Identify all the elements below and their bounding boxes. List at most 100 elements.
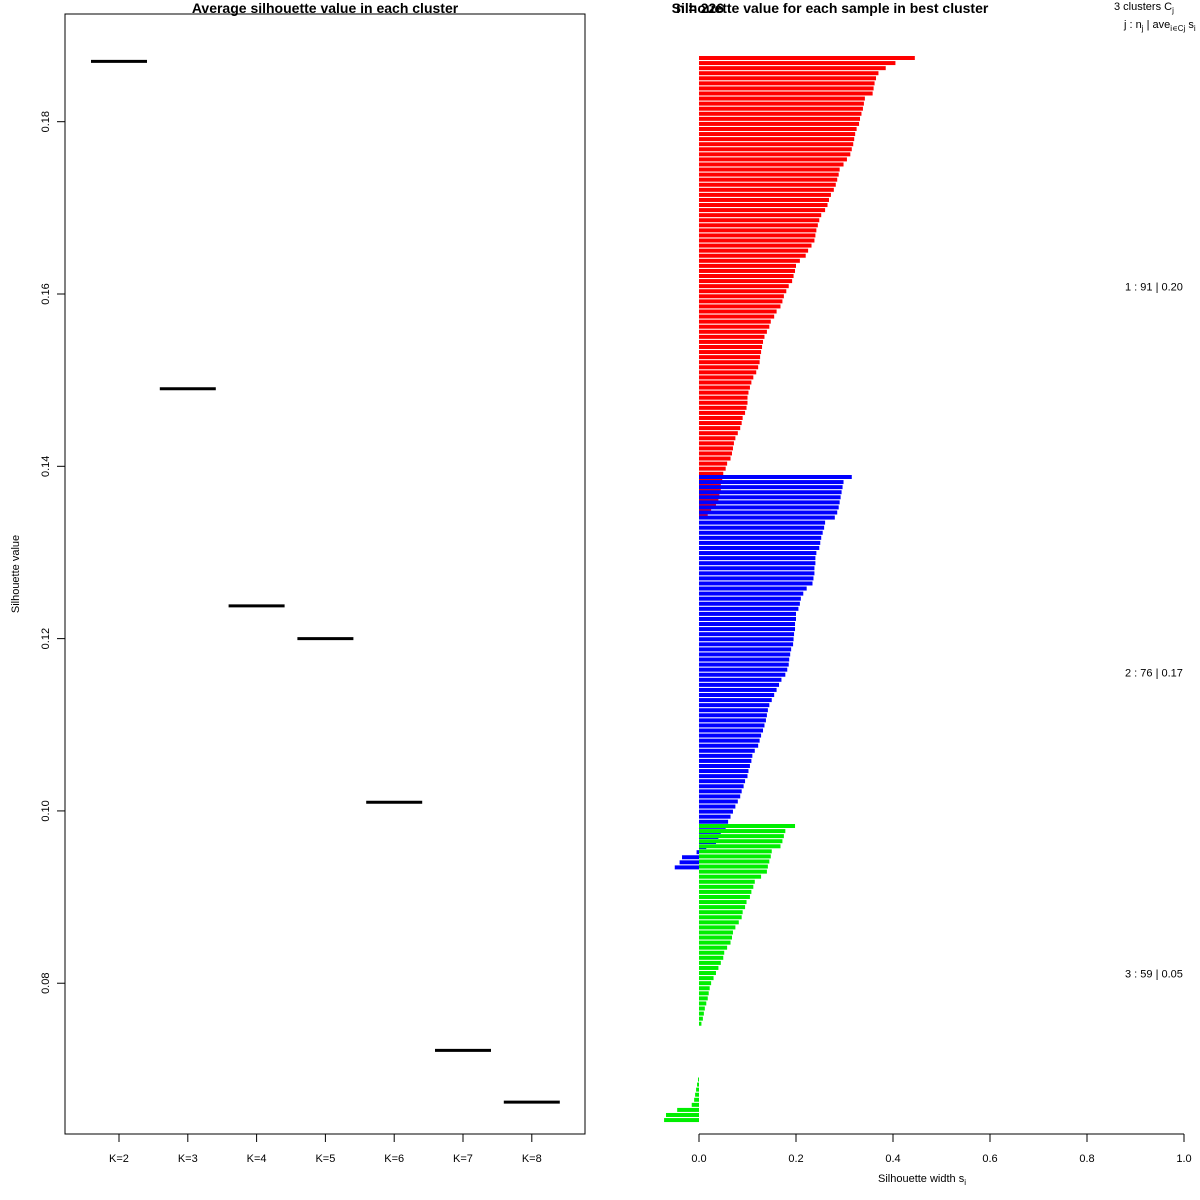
silhouette-bar xyxy=(699,360,760,365)
silhouette-bar xyxy=(699,748,755,753)
silhouette-bar xyxy=(699,91,873,96)
silhouette-bar xyxy=(699,162,844,167)
silhouette-bar xyxy=(699,304,781,309)
silhouette-bar xyxy=(699,662,789,667)
cluster-labels: 1 : 91 | 0.20 2 : 76 | 0.17 3 : 59 | 0.05 xyxy=(1125,282,1183,981)
silhouette-bar xyxy=(699,471,724,476)
left-chart-title: Average silhouette value in each cluster xyxy=(192,0,459,16)
silhouette-bar xyxy=(699,370,757,375)
left-x-tick-label: K=5 xyxy=(315,1153,335,1165)
left-x-axis: K=2 K=3 K=4 K=5 K=6 K=7 K=8 xyxy=(109,1133,542,1165)
left-y-tick-label: 0.18 xyxy=(40,111,52,132)
right-x-tick-label: 0.4 xyxy=(885,1153,900,1165)
silhouette-bar xyxy=(699,940,731,945)
silhouette-bar xyxy=(699,566,815,571)
silhouette-bar xyxy=(699,56,915,60)
silhouette-bar xyxy=(699,874,762,879)
silhouette-bar xyxy=(699,960,721,965)
silhouette-bar xyxy=(682,855,699,860)
silhouette-bar xyxy=(699,849,772,854)
silhouette-bar xyxy=(699,515,835,520)
silhouette-bar xyxy=(699,545,820,550)
silhouette-bar xyxy=(699,596,801,601)
left-y-tick-label: 0.12 xyxy=(40,628,52,649)
left-x-tick-label: K=7 xyxy=(453,1153,473,1165)
silhouette-bar xyxy=(699,540,821,545)
silhouette-bar xyxy=(699,864,768,869)
silhouette-bar xyxy=(699,723,765,728)
left-chart: Average silhouette value in each cluster… xyxy=(10,0,586,1165)
left-y-tick-label: 0.08 xyxy=(40,973,52,994)
silhouette-bar xyxy=(699,950,725,955)
silhouette-bar xyxy=(666,1112,699,1117)
silhouette-bar xyxy=(699,111,862,116)
silhouette-bar xyxy=(699,431,738,436)
silhouette-bar xyxy=(699,329,767,334)
silhouette-bar xyxy=(699,814,731,819)
silhouette-bar xyxy=(699,187,834,192)
silhouette-bar xyxy=(679,860,699,865)
left-y-axis: 0.08 0.10 0.12 0.14 0.16 0.18 xyxy=(40,111,66,994)
silhouette-bar xyxy=(699,410,746,415)
silhouette-bar xyxy=(699,66,886,71)
silhouette-bar xyxy=(699,177,838,182)
silhouette-bar xyxy=(699,1016,703,1021)
silhouette-bar xyxy=(699,955,724,960)
silhouette-bar xyxy=(691,1102,699,1107)
silhouette-bar xyxy=(699,657,790,662)
header-line-2-sub-s: i xyxy=(1194,24,1196,33)
silhouette-bar xyxy=(699,355,761,360)
silhouette-bar xyxy=(699,738,760,743)
header-line-2-sub-ave: i∊Cj xyxy=(1170,24,1185,33)
silhouette-bar xyxy=(699,829,786,834)
header-line-1-sub: j xyxy=(1171,6,1174,15)
silhouette-bar xyxy=(699,844,781,849)
silhouette-bar xyxy=(699,1001,707,1006)
silhouette-bar xyxy=(699,76,877,81)
right-x-axis-label-sub: i xyxy=(964,1178,966,1187)
header-line-2-sub-n: j xyxy=(1141,24,1144,33)
silhouette-bar xyxy=(699,698,772,703)
silhouette-bar xyxy=(699,986,710,991)
left-y-tick-label: 0.16 xyxy=(40,283,52,304)
right-plot-area xyxy=(664,56,915,1123)
silhouette-bar xyxy=(699,116,861,121)
silhouette-bar xyxy=(699,263,796,268)
silhouette-bar xyxy=(699,996,708,1001)
silhouette-bar xyxy=(699,86,874,91)
silhouette-bar xyxy=(699,900,747,905)
silhouette-bar xyxy=(699,350,762,355)
silhouette-bar xyxy=(699,809,733,814)
silhouette-bar xyxy=(699,981,712,986)
silhouette-bar xyxy=(699,172,839,177)
silhouette-bar xyxy=(699,319,771,324)
silhouette-bar xyxy=(699,520,826,525)
silhouette-bar xyxy=(699,794,741,799)
silhouette-bar xyxy=(699,743,759,748)
silhouette-bar xyxy=(699,769,749,774)
right-chart-title-overlap: n = 226 xyxy=(676,0,724,16)
silhouette-bar xyxy=(699,451,732,456)
right-x-axis-label: Silhouette width si xyxy=(878,1173,966,1187)
silhouette-bar xyxy=(699,616,796,621)
silhouette-bar xyxy=(699,920,739,925)
silhouette-bar xyxy=(699,436,736,441)
silhouette-bar xyxy=(699,385,750,390)
right-x-tick-label: 1.0 xyxy=(1176,1153,1191,1165)
right-x-tick-label: 0.6 xyxy=(982,1153,997,1165)
silhouette-bar xyxy=(699,753,753,758)
silhouette-bar xyxy=(699,152,851,157)
silhouette-bar xyxy=(699,693,775,698)
silhouette-bar xyxy=(699,763,750,768)
silhouette-bar xyxy=(699,213,822,218)
left-y-axis-label: Silhouette value xyxy=(10,535,22,613)
silhouette-bar xyxy=(699,682,780,687)
silhouette-bar xyxy=(699,925,736,930)
silhouette-bar xyxy=(699,466,726,471)
silhouette-bar xyxy=(699,167,840,172)
silhouette-bar xyxy=(699,935,732,940)
silhouette-bar xyxy=(699,824,796,828)
silhouette-bar xyxy=(699,421,742,426)
silhouette-bar xyxy=(699,415,743,420)
silhouette-bar xyxy=(699,390,749,395)
